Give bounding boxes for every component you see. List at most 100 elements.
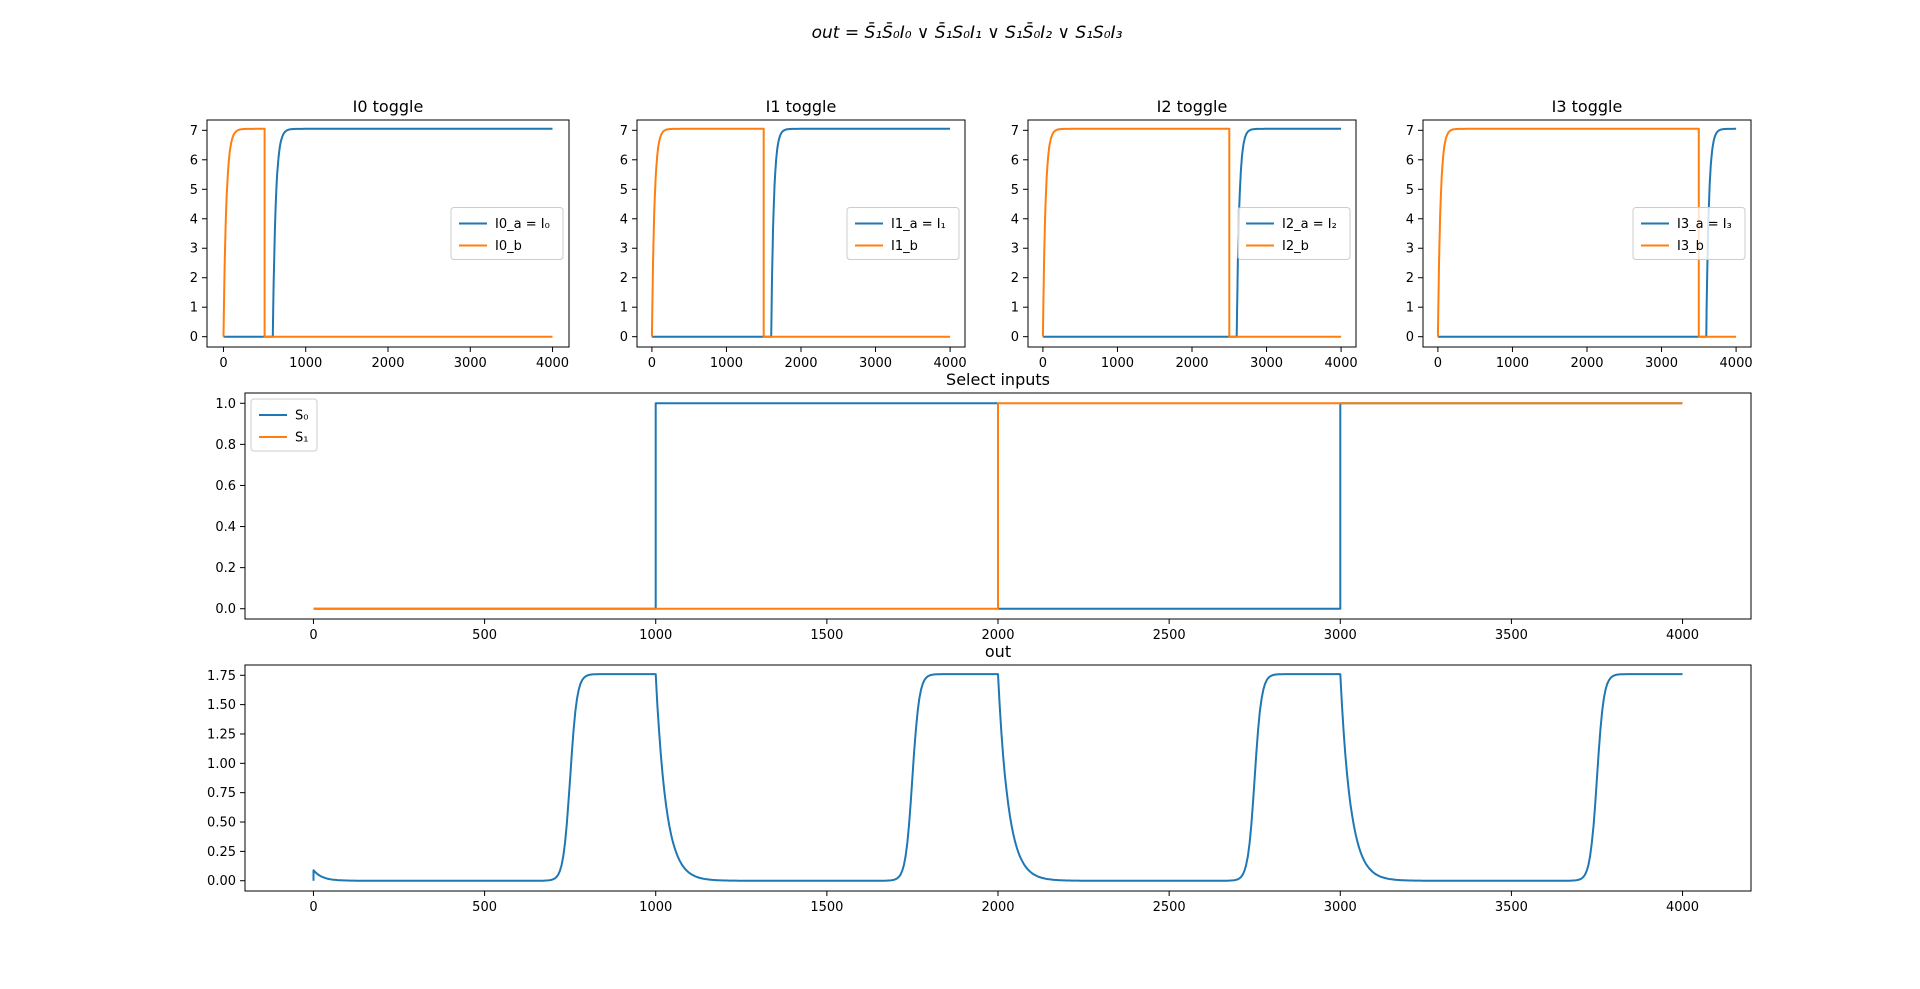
legend-label-I0-1: I0_b bbox=[495, 239, 522, 254]
y-tick-label-I0-2: 2 bbox=[190, 271, 198, 286]
y-tick-label-I3-5: 5 bbox=[1406, 183, 1414, 198]
x-tick-label-out-1500: 1500 bbox=[810, 900, 843, 915]
legend-label-select-0: S₀ bbox=[295, 409, 308, 424]
y-tick-label-I3-4: 4 bbox=[1406, 212, 1414, 227]
y-tick-label-out-1.25: 1.25 bbox=[207, 727, 236, 742]
y-tick-label-I0-6: 6 bbox=[190, 153, 198, 168]
y-tick-label-I0-0: 0 bbox=[190, 330, 198, 345]
y-tick-label-out-0: 0.00 bbox=[207, 874, 236, 889]
series-line-I3-1 bbox=[1436, 127, 1737, 338]
chart-title-I0: I0 toggle bbox=[353, 97, 424, 116]
y-tick-label-I1-6: 6 bbox=[620, 153, 628, 168]
x-tick-label-I1-4000: 4000 bbox=[934, 356, 967, 371]
chart-select: Select inputs 0 500 1000 1500 2000 2500 3000 350… bbox=[215, 370, 1752, 643]
y-tick-label-select-0.8: 0.8 bbox=[215, 438, 236, 453]
legend-I2: I2_a = I₂ I2_b bbox=[1237, 207, 1351, 260]
x-tick-label-I0-4000: 4000 bbox=[536, 356, 569, 371]
series-line-I0-0 bbox=[223, 127, 554, 338]
chart-title-select: Select inputs bbox=[946, 370, 1050, 389]
chart-title-I1: I1 toggle bbox=[766, 97, 837, 116]
y-tick-label-I1-3: 3 bbox=[620, 242, 628, 257]
x-tick-label-select-1000: 1000 bbox=[639, 628, 672, 643]
legend-I3: I3_a = I₃ I3_b bbox=[1632, 207, 1746, 260]
x-tick-label-I1-0: 0 bbox=[648, 356, 656, 371]
x-tick-label-I3-0: 0 bbox=[1434, 356, 1442, 371]
series-line-I3-0 bbox=[1437, 127, 1737, 338]
x-tick-label-I2-2000: 2000 bbox=[1175, 356, 1208, 371]
y-tick-label-out-0.5: 0.50 bbox=[207, 816, 236, 831]
legend-label-I2-0: I2_a = I₂ bbox=[1282, 217, 1337, 232]
y-tick-label-I2-0: 0 bbox=[1011, 330, 1019, 345]
legend-select: S₀ S₁ bbox=[250, 398, 318, 452]
legend-label-I1-0: I1_a = I₁ bbox=[891, 217, 946, 232]
x-tick-label-select-2500: 2500 bbox=[1153, 628, 1186, 643]
x-tick-label-select-2000: 2000 bbox=[981, 628, 1014, 643]
y-tick-label-I2-6: 6 bbox=[1011, 153, 1019, 168]
x-tick-label-I1-2000: 2000 bbox=[784, 356, 817, 371]
x-tick-label-I0-1000: 1000 bbox=[289, 356, 322, 371]
chart-title-I2: I2 toggle bbox=[1157, 97, 1228, 116]
y-tick-label-I3-3: 3 bbox=[1406, 242, 1414, 257]
chart-I1: I1 toggle 0 1000 2000 3000 4000 0 1 2 3 4 5 6 7 I1_a =… bbox=[620, 97, 967, 371]
series-line-out-0 bbox=[312, 673, 1683, 882]
y-tick-label-I3-6: 6 bbox=[1406, 153, 1414, 168]
y-tick-label-I2-3: 3 bbox=[1011, 242, 1019, 257]
legend-I1: I1_a = I₁ I1_b bbox=[846, 207, 960, 260]
series-line-I2-1 bbox=[1041, 127, 1342, 338]
x-tick-label-I2-0: 0 bbox=[1039, 356, 1047, 371]
x-tick-label-select-3500: 3500 bbox=[1495, 628, 1528, 643]
y-tick-label-I2-7: 7 bbox=[1011, 124, 1019, 139]
x-tick-label-select-0: 0 bbox=[309, 628, 317, 643]
series-line-I1-1 bbox=[650, 127, 951, 338]
series-line-I1-0 bbox=[651, 127, 951, 338]
y-tick-label-select-0.4: 0.4 bbox=[215, 520, 236, 535]
x-tick-label-out-3000: 3000 bbox=[1324, 900, 1357, 915]
y-tick-label-out-1.75: 1.75 bbox=[207, 669, 236, 684]
y-tick-label-I1-7: 7 bbox=[620, 124, 628, 139]
y-tick-label-select-0: 0.0 bbox=[215, 602, 236, 617]
y-tick-label-I0-3: 3 bbox=[190, 242, 198, 257]
y-tick-label-I3-2: 2 bbox=[1406, 271, 1414, 286]
y-tick-label-I1-5: 5 bbox=[620, 183, 628, 198]
y-tick-label-I1-0: 0 bbox=[620, 330, 628, 345]
y-tick-label-I3-0: 0 bbox=[1406, 330, 1414, 345]
chart-I3: I3 toggle 0 1000 2000 3000 4000 0 1 2 3 4 5 6 7 I3_a =… bbox=[1406, 97, 1753, 371]
chart-I2: I2 toggle 0 1000 2000 3000 4000 0 1 2 3 4 5 6 7 I2_a =… bbox=[1011, 97, 1358, 371]
y-tick-label-I2-4: 4 bbox=[1011, 212, 1019, 227]
x-tick-label-out-0: 0 bbox=[309, 900, 317, 915]
legend-label-I3-1: I3_b bbox=[1677, 239, 1704, 254]
series-line-I2-0 bbox=[1042, 127, 1342, 338]
y-tick-label-I3-7: 7 bbox=[1406, 124, 1414, 139]
y-tick-label-out-1.5: 1.50 bbox=[207, 698, 236, 713]
x-tick-label-I3-4000: 4000 bbox=[1720, 356, 1753, 371]
y-tick-label-I2-5: 5 bbox=[1011, 183, 1019, 198]
legend-label-I2-1: I2_b bbox=[1282, 239, 1309, 254]
axes-frame-out bbox=[244, 664, 1752, 892]
chart-I0: I0 toggle 0 1000 2000 3000 4000 0 1 2 3 4 5 6 7 I0_a =… bbox=[190, 97, 570, 371]
x-tick-label-out-500: 500 bbox=[472, 900, 497, 915]
chart-out: out 0 500 1000 1500 2000 2500 3000 3500 4000 0.00 0… bbox=[207, 642, 1752, 915]
x-tick-label-select-3000: 3000 bbox=[1324, 628, 1357, 643]
legend-label-I3-0: I3_a = I₃ bbox=[1677, 217, 1732, 232]
x-tick-label-out-2500: 2500 bbox=[1153, 900, 1186, 915]
series-line-select-1 bbox=[313, 402, 1683, 610]
x-tick-label-I3-1000: 1000 bbox=[1496, 356, 1529, 371]
chart-title-out: out bbox=[985, 642, 1011, 661]
y-tick-label-select-0.2: 0.2 bbox=[215, 561, 236, 576]
legend-label-I0-0: I0_a = I₀ bbox=[495, 217, 550, 232]
y-tick-label-out-0.75: 0.75 bbox=[207, 786, 236, 801]
figure-title: out = S̄₁S̄₀I₀ ∨ S̄₁S₀I₁ ∨ S₁S̄₀I₂ ∨ S₁S… bbox=[812, 21, 1123, 43]
y-tick-label-I2-2: 2 bbox=[1011, 271, 1019, 286]
x-tick-label-select-500: 500 bbox=[472, 628, 497, 643]
x-tick-label-I2-4000: 4000 bbox=[1325, 356, 1358, 371]
y-tick-label-I1-1: 1 bbox=[620, 301, 628, 316]
y-tick-label-I2-1: 1 bbox=[1011, 301, 1019, 316]
y-tick-label-I0-4: 4 bbox=[190, 212, 198, 227]
x-tick-label-I0-3000: 3000 bbox=[454, 356, 487, 371]
x-tick-label-out-1000: 1000 bbox=[639, 900, 672, 915]
x-tick-label-I2-3000: 3000 bbox=[1250, 356, 1283, 371]
chart-title-I3: I3 toggle bbox=[1552, 97, 1623, 116]
legend-I0: I0_a = I₀ I0_b bbox=[450, 207, 564, 260]
